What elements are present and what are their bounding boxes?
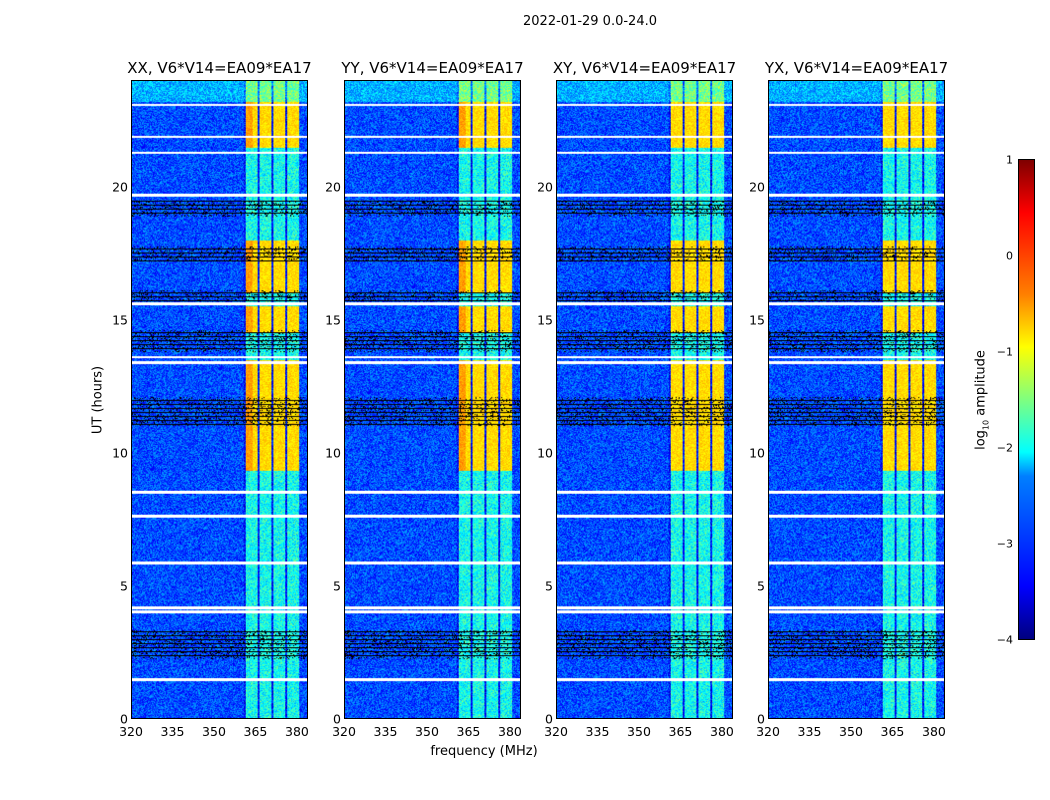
x-tick-label: 320 <box>332 724 356 739</box>
colorbar-tick-label: −1 <box>996 345 1013 359</box>
y-tick-label: 10 <box>749 445 765 461</box>
y-tick-label: 20 <box>112 179 128 194</box>
y-tick-label: 0 <box>120 711 128 727</box>
x-tick-label: 335 <box>160 724 185 739</box>
x-tick-label: 335 <box>585 724 610 739</box>
y-tick-label: 15 <box>325 312 341 328</box>
x-tick-label: 380 <box>922 724 946 739</box>
colorbar <box>1018 159 1035 640</box>
y-tick-label: 10 <box>112 445 128 461</box>
colorbar-tick-label: −2 <box>996 441 1013 455</box>
y-tick-label: 5 <box>333 578 341 594</box>
panel-title: YY, V6*V14=EA09*EA17 <box>341 59 524 77</box>
x-tick-label: 335 <box>373 724 398 739</box>
x-tick-label: 350 <box>415 724 439 739</box>
x-tick-label: 365 <box>668 724 693 739</box>
x-tick-label: 365 <box>880 724 905 739</box>
heatmap-image <box>769 81 944 718</box>
y-tick-label: 0 <box>333 711 341 727</box>
y-tick-label: 10 <box>537 445 553 461</box>
panel-title: XX, V6*V14=EA09*EA17 <box>127 59 312 77</box>
colorbar-tick-label: −4 <box>996 633 1013 647</box>
colorbar-label: log10 amplitude <box>973 350 991 450</box>
panel-title: XY, V6*V14=EA09*EA17 <box>552 59 737 77</box>
x-tick-label: 350 <box>627 724 651 739</box>
heatmap-panel <box>768 80 945 719</box>
x-tick-label: 350 <box>839 724 863 739</box>
x-tick-label: 320 <box>756 724 780 739</box>
y-tick-label: 5 <box>757 578 765 594</box>
x-tick-label: 365 <box>456 724 481 739</box>
heatmap-image <box>132 81 307 718</box>
y-tick-label: 20 <box>537 179 553 194</box>
y-tick-label: 15 <box>112 312 128 328</box>
y-tick-label: 15 <box>749 312 765 328</box>
y-tick-label: 5 <box>545 578 553 594</box>
x-tick-label: 380 <box>498 724 522 739</box>
colorbar-tick-label: −3 <box>996 537 1013 551</box>
y-tick-label: 20 <box>325 179 341 194</box>
x-tick-label: 350 <box>202 724 226 739</box>
x-axis-label: frequency (MHz) <box>430 744 538 759</box>
x-tick-label: 380 <box>285 724 309 739</box>
figure-title: 2022-01-29 0.0-24.0 <box>523 14 657 29</box>
y-tick-label: 0 <box>545 711 553 727</box>
y-tick-label: 0 <box>757 711 765 727</box>
x-tick-label: 365 <box>243 724 268 739</box>
colorbar-tick-label: 0 <box>1006 249 1013 263</box>
heatmap-panel <box>344 80 521 719</box>
x-tick-label: 335 <box>797 724 822 739</box>
heatmap-panel <box>556 80 733 719</box>
y-tick-label: 15 <box>537 312 553 328</box>
y-tick-label: 10 <box>325 445 341 461</box>
y-tick-label: 5 <box>120 578 128 594</box>
x-tick-label: 320 <box>544 724 568 739</box>
y-axis-label: UT (hours) <box>90 365 106 435</box>
x-tick-label: 320 <box>119 724 143 739</box>
heatmap-panel <box>131 80 308 719</box>
panel-title: YX, V6*V14=EA09*EA17 <box>764 59 949 77</box>
x-tick-label: 380 <box>710 724 734 739</box>
y-tick-label: 20 <box>749 179 765 194</box>
heatmap-image <box>345 81 520 718</box>
colorbar-tick-label: 1 <box>1006 153 1013 167</box>
heatmap-image <box>557 81 732 718</box>
